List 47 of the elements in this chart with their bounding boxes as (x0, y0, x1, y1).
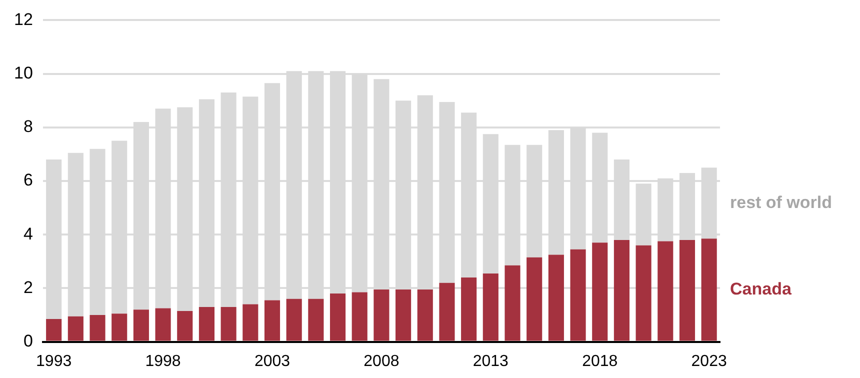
bar (198, 306, 215, 341)
x-tick-label: 2013 (472, 352, 509, 370)
bar (679, 240, 696, 341)
bar (264, 300, 280, 341)
bar (242, 304, 258, 341)
x-tick-label: 2008 (364, 352, 400, 370)
series-label: rest of world (730, 192, 832, 212)
series-label: Canada (730, 279, 792, 298)
bar (482, 273, 498, 341)
bar (614, 240, 630, 341)
bar (526, 257, 542, 341)
x-tick-label: 2018 (582, 352, 618, 370)
bar (112, 314, 128, 341)
bar (177, 310, 193, 341)
bar (220, 306, 236, 341)
bar (374, 290, 390, 341)
bar (592, 242, 608, 341)
bar (548, 254, 564, 341)
bar (396, 290, 412, 341)
y-tick-label: 4 (23, 224, 33, 244)
bar (286, 298, 302, 341)
bar (352, 292, 368, 341)
bar (570, 249, 586, 341)
bar (417, 290, 433, 341)
bar (439, 282, 455, 341)
x-tick-label: 1998 (145, 352, 181, 370)
bar (46, 319, 62, 341)
bar (155, 308, 171, 341)
y-tick-label: 2 (23, 278, 33, 297)
y-tick-label: 8 (23, 117, 33, 136)
bar (461, 277, 477, 341)
bar (504, 265, 520, 341)
bar (68, 316, 84, 341)
y-tick-label: 10 (14, 63, 33, 82)
bar (658, 241, 674, 341)
bar (701, 238, 717, 341)
x-tick-label: 2003 (254, 352, 290, 370)
y-tick-label: 6 (23, 170, 33, 190)
x-tick-label: 2023 (691, 352, 727, 370)
bar (330, 294, 346, 341)
y-tick-label: 12 (14, 10, 33, 29)
bar (308, 298, 324, 341)
bar (90, 315, 106, 341)
y-tick-label: 0 (23, 331, 33, 350)
bar (636, 245, 652, 341)
bar (133, 310, 149, 341)
x-tick-label: 1993 (36, 352, 72, 370)
